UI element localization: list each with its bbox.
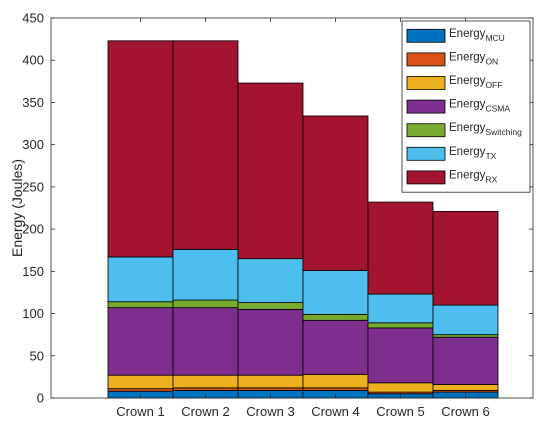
x-tick-label: Crown 5 <box>376 404 424 419</box>
y-tick-label: 200 <box>22 222 44 237</box>
x-tick-label: Crown 1 <box>116 404 164 419</box>
legend-label-csma: EnergyCSMA <box>449 99 510 114</box>
legend-label-switching: EnergySwitching <box>449 122 522 137</box>
bar-csma-5 <box>367 327 434 384</box>
x-tick-label: Crown 2 <box>181 404 229 419</box>
legend-label-on: EnergyON <box>449 51 498 66</box>
bar-off-5 <box>367 382 434 393</box>
bar-tx-6 <box>432 304 499 336</box>
bars-layer <box>107 40 499 399</box>
legend-swatch-on <box>406 52 446 67</box>
y-tick-label: 100 <box>22 306 44 321</box>
bar-csma-4 <box>302 319 369 375</box>
plot-frame <box>50 17 534 399</box>
legend-label-tx: EnergyTX <box>449 146 497 161</box>
x-axis: Crown 1 Crown 2 Crown 3 Crown 4 Crown 5 Crown… <box>116 18 490 419</box>
y-tick-label: 0 <box>37 391 44 406</box>
bar-off-3 <box>237 374 304 389</box>
bar-off-6 <box>432 384 499 391</box>
y-axis-label: Energy (Joules) <box>9 159 25 257</box>
y-tick-label: 150 <box>22 264 44 279</box>
y-tick-label: 50 <box>30 348 44 363</box>
bar-rx-1 <box>107 40 174 258</box>
bar-off-4 <box>302 373 369 389</box>
legend-swatch-rx <box>406 170 446 185</box>
bar-tx-2 <box>172 248 239 301</box>
bar-off-1 <box>107 374 174 390</box>
legend-swatch-tx <box>406 146 446 161</box>
x-tick-label: Crown 6 <box>441 404 489 419</box>
bar-switching-4 <box>302 313 369 321</box>
x-tick-label: Crown 4 <box>311 404 359 419</box>
bar-tx-1 <box>107 256 174 303</box>
legend-label-off: EnergyOFF <box>449 75 502 90</box>
bar-csma-1 <box>107 307 174 376</box>
legend-label-mcu: EnergyMCU <box>449 28 505 43</box>
bar-switching-2 <box>172 299 239 309</box>
x-tick-label: Crown 3 <box>246 404 294 419</box>
legend-label-rx: EnergyRX <box>449 169 498 184</box>
bar-rx-5 <box>367 201 434 295</box>
bar-switching-1 <box>107 301 174 309</box>
legend: EnergyMCU EnergyON EnergyOFF EnergyCSMA Ener… <box>401 20 531 193</box>
y-axis: 0 50 100 150 200 250 300 350 400 450 <box>22 11 533 406</box>
bar-rx-6 <box>432 210 499 306</box>
legend-swatch-csma <box>406 99 446 114</box>
bar-tx-4 <box>302 270 369 315</box>
y-tick-label: 250 <box>22 179 44 194</box>
legend-swatch-mcu <box>406 28 446 43</box>
bar-csma-2 <box>172 307 239 376</box>
bar-csma-6 <box>432 336 499 385</box>
bar-rx-2 <box>172 40 239 250</box>
legend-swatch-off <box>406 76 446 90</box>
bar-switching-3 <box>237 302 304 310</box>
bar-tx-5 <box>367 293 434 324</box>
bar-switching-5 <box>367 322 434 329</box>
y-tick-label: 400 <box>22 53 44 68</box>
y-tick-label: 450 <box>22 11 44 26</box>
bar-rx-4 <box>302 115 369 271</box>
bar-tx-3 <box>237 258 304 303</box>
bar-rx-3 <box>237 82 304 260</box>
y-tick-label: 350 <box>22 95 44 110</box>
bar-csma-3 <box>237 308 304 376</box>
legend-swatch-switching <box>406 123 446 138</box>
y-tick-label: 300 <box>22 137 44 152</box>
bar-off-2 <box>172 374 239 389</box>
